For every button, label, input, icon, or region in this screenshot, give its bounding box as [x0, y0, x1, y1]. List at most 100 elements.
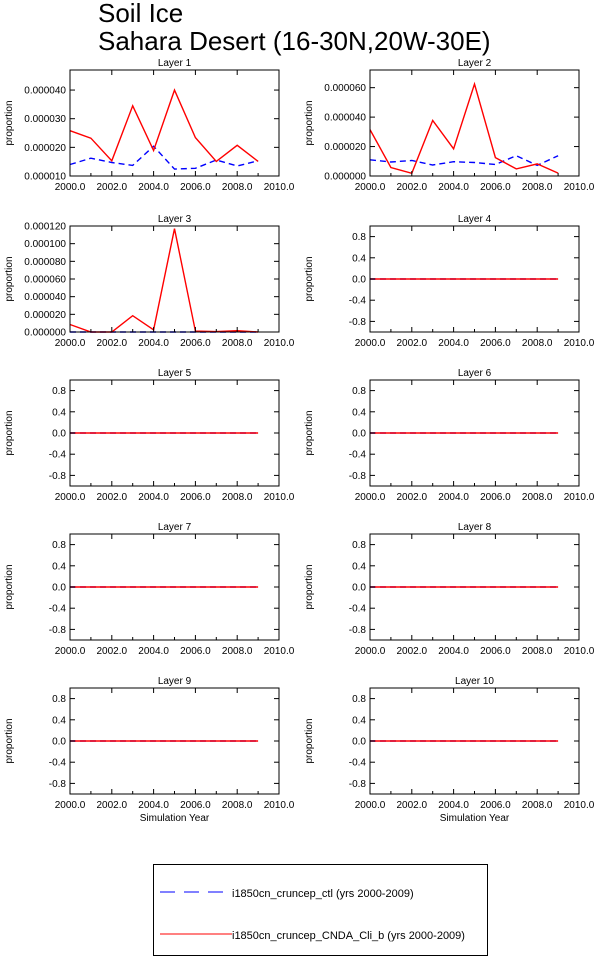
x-tick-label: 2010.0: [564, 800, 595, 811]
x-tick-label: 2006.0: [480, 646, 511, 657]
x-tick-label: 2004.0: [138, 492, 169, 503]
y-tick-label: -0.4: [49, 758, 67, 769]
chart-title: Layer 10: [455, 676, 494, 687]
y-tick-label: -0.8: [49, 625, 67, 636]
x-tick-label: 2004.0: [438, 338, 469, 349]
chart-title: Layer 6: [458, 368, 492, 379]
x-tick-label: 2006.0: [180, 646, 211, 657]
y-axis-label: proportion: [4, 718, 15, 763]
y-tick-label: 0.0: [52, 583, 66, 594]
y-tick-label: 0.0: [352, 429, 366, 440]
legend-swatch-dashed: [160, 891, 232, 893]
legend-label-ctl: i1850cn_cruncep_ctl (yrs 2000-2009): [232, 888, 414, 900]
y-axis-label: proportion: [4, 564, 15, 609]
x-tick-label: 2004.0: [438, 182, 469, 193]
y-tick-label: -0.4: [349, 758, 367, 769]
chart-title: Layer 9: [158, 676, 192, 687]
y-tick-label: 0.4: [352, 253, 366, 264]
chart-panel-8: Layer 8 2000.0 2002.0 2004.0 2006.0 2008.0 201…: [304, 522, 595, 657]
y-axis-label: proportion: [4, 410, 15, 455]
y-tick-label: -0.8: [49, 471, 67, 482]
y-tick-label: 0.000020: [324, 142, 366, 153]
x-tick-label: 2004.0: [438, 492, 469, 503]
x-tick-label: 2000.0: [355, 646, 386, 657]
x-tick-label: 2002.0: [397, 492, 428, 503]
x-tick-label: 2006.0: [180, 800, 211, 811]
chart-panel-6: Layer 6 2000.0 2002.0 2004.0 2006.0 2008.0 201…: [304, 368, 595, 503]
chart-title: Layer 1: [158, 58, 192, 69]
y-axis-label: proportion: [304, 564, 315, 609]
x-tick-label: 2010.0: [264, 492, 295, 503]
x-tick-label: 2002.0: [97, 800, 128, 811]
chart-panel-9: Layer 9 2000.0 2002.0 2004.0 2006.0 2008.0 201…: [4, 676, 295, 824]
y-tick-label: -0.4: [349, 604, 367, 615]
y-axis-label: proportion: [304, 410, 315, 455]
legend-swatch-solid: [160, 933, 232, 935]
y-tick-label: -0.8: [349, 317, 367, 328]
x-tick-label: 2006.0: [480, 182, 511, 193]
y-tick-label: 0.000020: [24, 143, 66, 154]
x-tick-label: 2004.0: [138, 800, 169, 811]
x-tick-label: 2002.0: [97, 338, 128, 349]
chart-panel-3: Layer 3 2000.0 2002.0 2004.0 2006.0 2008.0 201…: [4, 214, 295, 349]
series-line-cnda: [69, 88, 259, 163]
x-tick-label: 2010.0: [264, 800, 295, 811]
y-tick-label: 0.4: [352, 561, 366, 572]
plot-frame: [69, 225, 280, 333]
x-tick-label: 2006.0: [180, 338, 211, 349]
x-tick-label: 2008.0: [222, 182, 253, 193]
x-tick-label: 2000.0: [355, 800, 386, 811]
x-tick-label: 2008.0: [222, 492, 253, 503]
y-tick-label: 0.000030: [24, 114, 66, 125]
chart-panel-1: Layer 1 2000.0 2002.0 2004.0 2006.0 2008.0 201…: [4, 58, 295, 193]
x-tick-label: 2010.0: [264, 182, 295, 193]
x-tick-label: 2010.0: [564, 182, 595, 193]
chart-title: Layer 2: [458, 58, 492, 69]
y-axis-label: proportion: [304, 718, 315, 763]
chart-panels: Layer 1 2000.0 2002.0 2004.0 2006.0 2008.0 201…: [4, 58, 595, 824]
x-tick-label: 2002.0: [97, 182, 128, 193]
x-tick-label: 2000.0: [55, 492, 86, 503]
y-tick-label: 0.0: [352, 583, 366, 594]
y-tick-label: -0.8: [49, 779, 67, 790]
chart-panel-5: Layer 5 2000.0 2002.0 2004.0 2006.0 2008.0 201…: [4, 368, 295, 503]
legend: i1850cn_cruncep_ctl (yrs 2000-2009) i185…: [153, 864, 488, 956]
x-tick-label: 2006.0: [480, 338, 511, 349]
chart-panel-2: Layer 2 2000.0 2002.0 2004.0 2006.0 2008.0 201…: [304, 58, 595, 193]
y-tick-label: 0.000000: [24, 328, 66, 339]
x-tick-label: 2004.0: [438, 646, 469, 657]
y-tick-label: -0.8: [349, 471, 367, 482]
y-tick-label: 0.8: [352, 694, 366, 705]
y-tick-label: -0.4: [349, 296, 367, 307]
x-axis-label: Simulation Year: [140, 813, 210, 824]
y-tick-label: 0.000080: [24, 257, 66, 268]
x-tick-label: 2006.0: [180, 492, 211, 503]
legend-label-cnda: i1850cn_cruncep_CNDA_Cli_b (yrs 2000-200…: [232, 930, 465, 942]
legend-item-cnda: i1850cn_cruncep_CNDA_Cli_b (yrs 2000-200…: [154, 927, 487, 947]
x-tick-label: 2006.0: [180, 182, 211, 193]
x-tick-label: 2002.0: [97, 492, 128, 503]
figure-title-line1: Soil Ice: [98, 0, 184, 28]
y-tick-label: 0.8: [352, 540, 366, 551]
x-tick-label: 2002.0: [97, 646, 128, 657]
x-tick-label: 2008.0: [522, 338, 553, 349]
x-tick-label: 2000.0: [55, 182, 86, 193]
x-tick-label: 2008.0: [222, 646, 253, 657]
y-tick-label: 0.4: [52, 407, 66, 418]
y-tick-label: -0.4: [49, 450, 67, 461]
x-tick-label: 2010.0: [564, 338, 595, 349]
legend-item-ctl: i1850cn_cruncep_ctl (yrs 2000-2009): [154, 885, 487, 905]
y-axis-label: proportion: [4, 100, 15, 145]
x-tick-label: 2002.0: [397, 646, 428, 657]
x-tick-label: 2004.0: [138, 182, 169, 193]
y-tick-label: 0.000040: [24, 86, 66, 97]
chart-title: Layer 8: [458, 522, 492, 533]
x-tick-label: 2010.0: [264, 338, 295, 349]
y-tick-label: 0.000060: [324, 83, 366, 94]
series-line-ctl: [69, 145, 259, 170]
y-tick-label: 0.000010: [24, 172, 66, 183]
y-tick-label: 0.000020: [24, 310, 66, 321]
chart-panel-10: Layer 10 2000.0 2002.0 2004.0 2006.0 2008.0 20…: [304, 676, 595, 824]
x-tick-label: 2006.0: [480, 492, 511, 503]
y-tick-label: 0.0: [352, 275, 366, 286]
